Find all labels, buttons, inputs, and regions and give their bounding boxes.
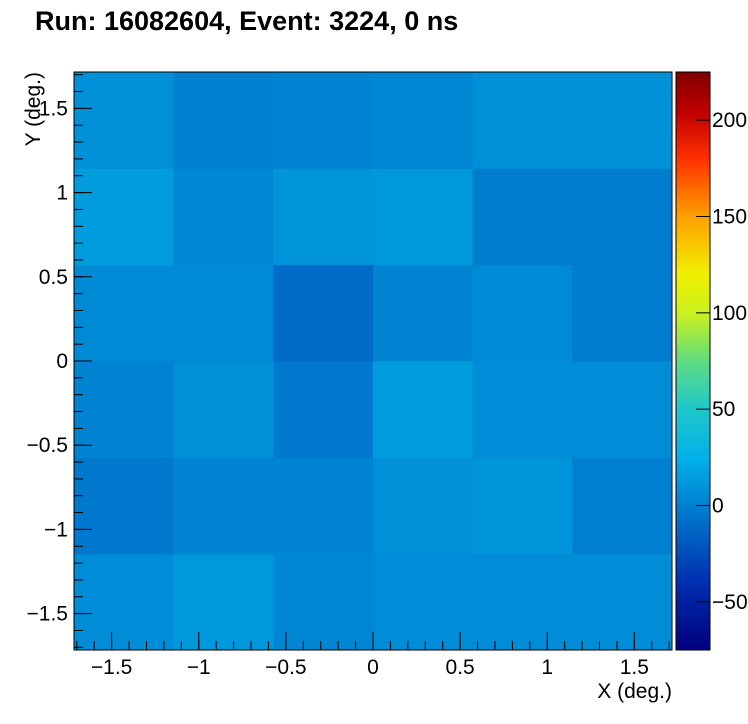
heatmap-cell	[74, 361, 175, 458]
x-tick-label: 0	[367, 656, 379, 679]
heatmap-cell	[472, 457, 573, 555]
heatmap-cell	[572, 264, 673, 362]
heatmap-cell	[273, 553, 374, 651]
heatmap-cell	[74, 457, 175, 555]
chart-title: Run: 16082604, Event: 3224, 0 ns	[35, 6, 458, 36]
x-tick-label: 1	[541, 656, 553, 679]
y-tick-label: 0.5	[39, 266, 68, 289]
y-tick-label: −1.5	[27, 603, 68, 626]
x-tick-label: −1	[187, 656, 211, 679]
x-tick-label: 0.5	[446, 656, 475, 679]
heatmap-cell	[273, 361, 374, 458]
heatmap-cell	[572, 168, 673, 266]
heatmap-cell	[472, 168, 573, 266]
y-tick-label: 1	[56, 182, 68, 205]
heatmap-cell	[173, 264, 274, 362]
heatmap-cell	[273, 168, 374, 266]
heatmap-cell	[173, 168, 274, 266]
z-tick-label: 100	[712, 302, 747, 325]
heatmap-cell	[572, 361, 673, 458]
heatmap-cell	[74, 72, 175, 169]
colorbar	[675, 71, 711, 651]
y-tick-label: 1.5	[39, 97, 68, 120]
heatmap-cell	[472, 553, 573, 651]
heatmap-cell	[273, 264, 374, 362]
heatmap-cell	[273, 457, 374, 555]
y-tick-label: −0.5	[27, 434, 68, 457]
heatmap-cell	[373, 457, 474, 555]
heatmap-cell	[74, 553, 175, 651]
heatmap-cell	[373, 361, 474, 458]
z-tick-label: 0	[712, 495, 724, 518]
heatmap-cell	[173, 361, 274, 458]
x-tick-label: −1.5	[91, 656, 132, 679]
x-axis-label: X (deg.)	[597, 680, 672, 703]
heatmap-cell	[572, 553, 673, 651]
z-tick-label: 200	[712, 109, 747, 132]
x-tick-label: 1.5	[620, 656, 649, 679]
heatmap-cell	[373, 72, 474, 169]
heatmap-cell	[373, 264, 474, 362]
y-tick-label: −1	[44, 518, 68, 541]
heatmap-cell	[373, 553, 474, 651]
heatmap-cell	[572, 457, 673, 555]
heatmap-cell	[74, 264, 175, 362]
x-tick-label: −0.5	[265, 656, 306, 679]
heatmap-cell	[173, 553, 274, 651]
heatmap-cell	[472, 361, 573, 458]
heatmap-cell	[273, 72, 374, 169]
heatmap-cell	[472, 72, 573, 169]
y-tick-label: 0	[56, 350, 68, 373]
y-axis-label: Y (deg.)	[22, 72, 45, 146]
heatmap-cell	[173, 457, 274, 555]
heatmap-cell	[74, 168, 175, 266]
z-tick-label: −50	[712, 591, 748, 614]
heatmap-cell	[572, 72, 673, 169]
heatmap-cell	[173, 72, 274, 169]
z-tick-label: 150	[712, 206, 747, 229]
heatmap-cell	[373, 168, 474, 266]
heatmap-cell	[472, 264, 573, 362]
z-tick-label: 50	[712, 398, 735, 421]
